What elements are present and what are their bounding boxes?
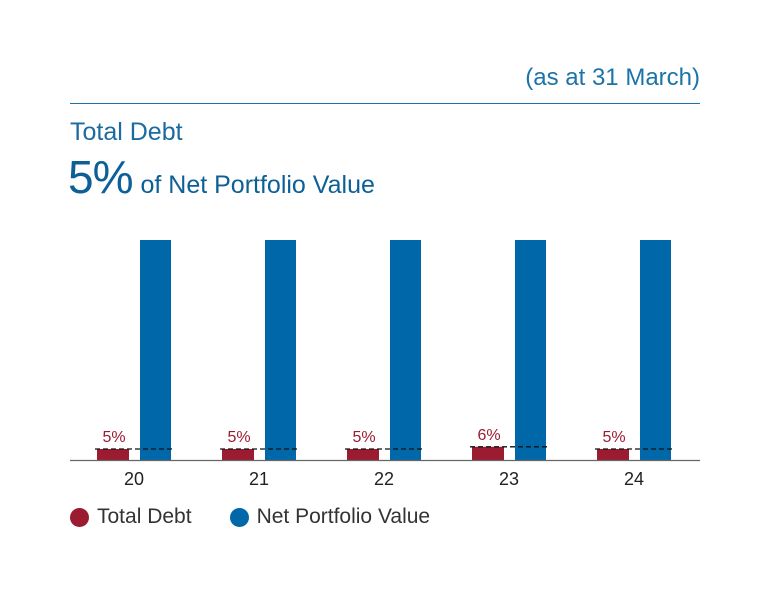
bar-net-portfolio-value-21 xyxy=(265,240,296,460)
legend-item-net-portfolio-value: Net Portfolio Value xyxy=(229,505,431,529)
bar-total-debt-20 xyxy=(97,449,129,460)
bar-net-portfolio-value-20 xyxy=(140,240,171,460)
data-label-total-debt-21: 5% xyxy=(227,429,250,446)
data-label-total-debt-20: 5% xyxy=(102,429,125,446)
headline-value: 5% xyxy=(68,151,133,203)
legend-item-total-debt: Total Debt xyxy=(70,505,192,529)
header-rule xyxy=(70,103,700,104)
legend-label-total-debt: Total Debt xyxy=(97,505,192,528)
x-tick-label-24: 24 xyxy=(624,469,644,489)
legend: Total Debt Net Portfolio Value xyxy=(70,505,468,529)
bar-net-portfolio-value-24 xyxy=(640,240,671,460)
legend-label-net-portfolio-value: Net Portfolio Value xyxy=(256,505,431,528)
bar-total-debt-24 xyxy=(597,449,629,460)
bar-net-portfolio-value-22 xyxy=(390,240,421,460)
bar-total-debt-22 xyxy=(347,449,379,460)
headline: 5% of Net Portfolio Value xyxy=(68,150,375,204)
headline-text: of Net Portfolio Value xyxy=(140,171,375,199)
bar-total-debt-21 xyxy=(222,449,254,460)
x-tick-label-23: 23 xyxy=(499,469,519,489)
bar-total-debt-23 xyxy=(472,446,504,460)
data-label-total-debt-22: 5% xyxy=(352,429,375,446)
chart-title: Total Debt xyxy=(70,118,183,146)
date-note: (as at 31 March) xyxy=(525,64,700,91)
bar-net-portfolio-value-23 xyxy=(515,240,546,460)
x-tick-label-22: 22 xyxy=(374,469,394,489)
data-label-total-debt-24: 5% xyxy=(602,429,625,446)
legend-swatch-total-debt xyxy=(70,507,89,527)
x-tick-label-20: 20 xyxy=(124,469,144,489)
legend-swatch-net-portfolio-value xyxy=(229,507,249,527)
x-tick-label-21: 21 xyxy=(249,469,269,489)
data-label-total-debt-23: 6% xyxy=(477,427,500,444)
